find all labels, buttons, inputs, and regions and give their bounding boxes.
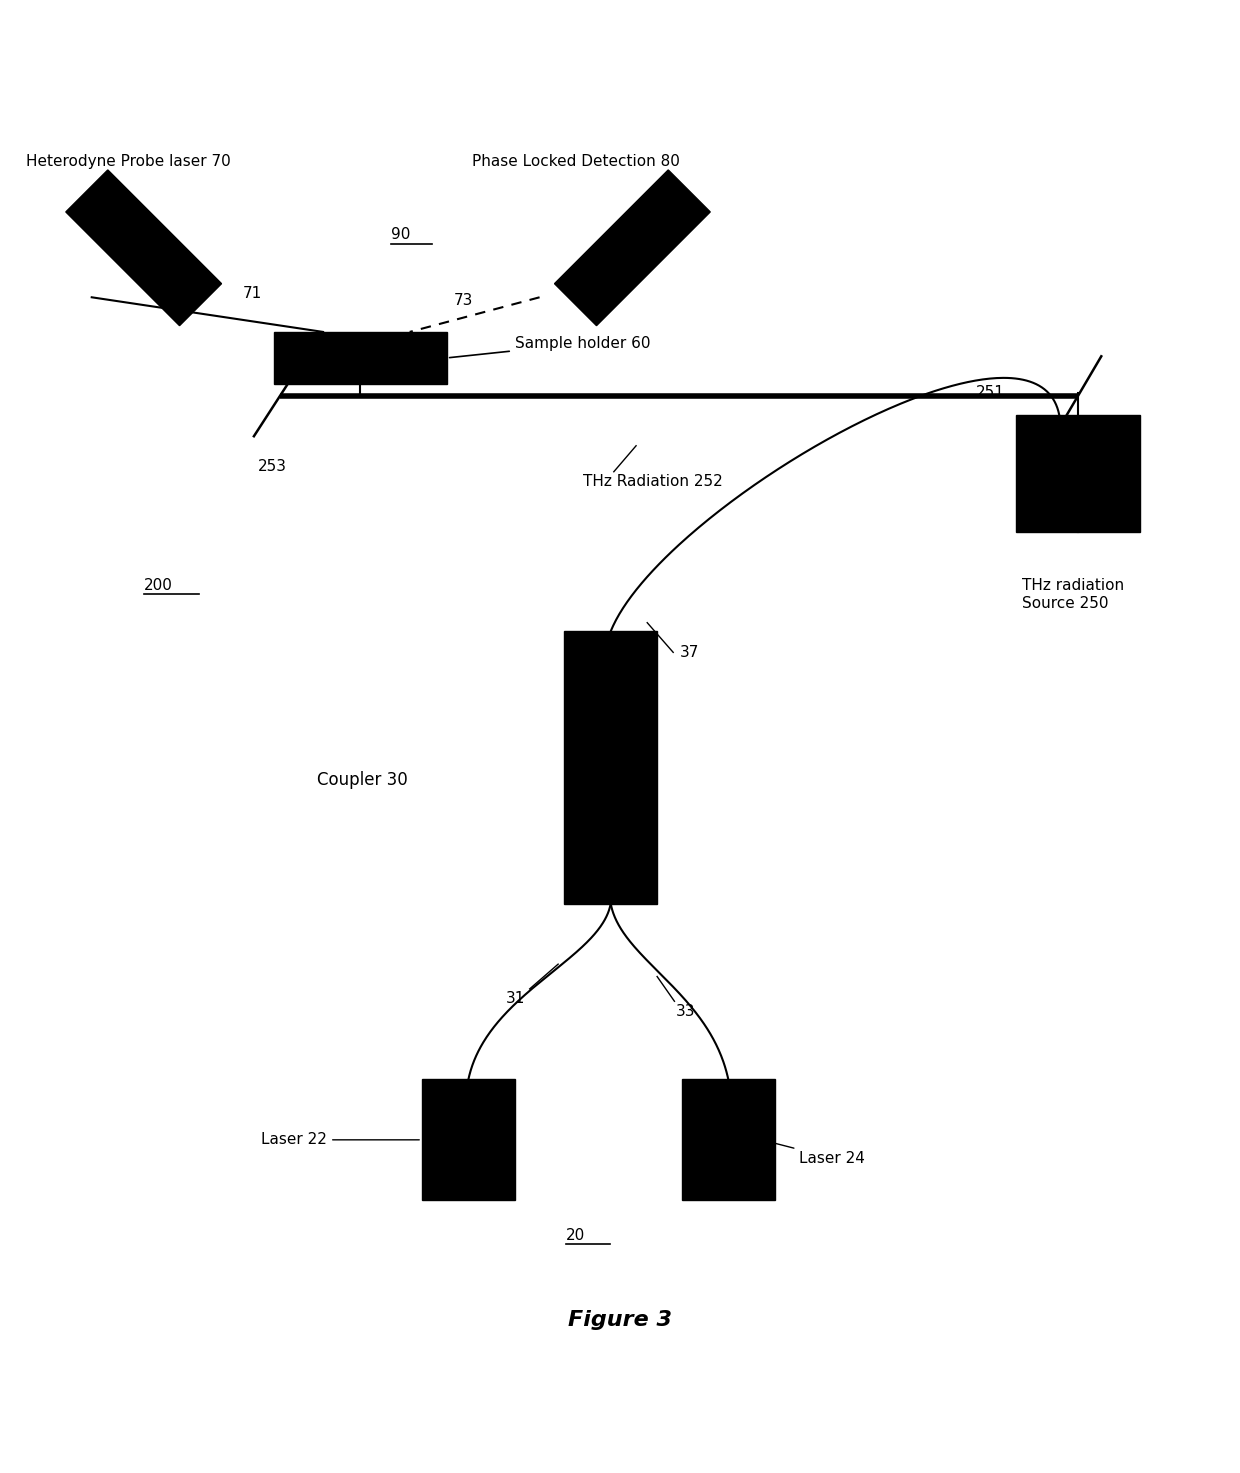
Text: Coupler 30: Coupler 30 (317, 770, 408, 790)
Text: THz radiation
Source 250: THz radiation Source 250 (1022, 577, 1125, 610)
FancyBboxPatch shape (682, 1080, 775, 1200)
FancyBboxPatch shape (564, 632, 657, 903)
Text: Laser 22: Laser 22 (262, 1133, 419, 1147)
Text: 20: 20 (565, 1227, 585, 1243)
Text: Figure 3: Figure 3 (568, 1311, 672, 1330)
Text: 31: 31 (506, 991, 526, 1006)
Text: 71: 71 (243, 286, 262, 300)
FancyBboxPatch shape (274, 331, 446, 384)
Text: Laser 24: Laser 24 (717, 1128, 866, 1165)
Text: 90: 90 (391, 227, 410, 242)
Text: 37: 37 (680, 645, 699, 660)
FancyBboxPatch shape (1016, 415, 1140, 532)
Text: 251: 251 (976, 384, 1006, 401)
Text: Phase Locked Detection 80: Phase Locked Detection 80 (471, 153, 680, 169)
Text: 200: 200 (144, 577, 172, 594)
Text: Heterodyne Probe laser 70: Heterodyne Probe laser 70 (26, 153, 231, 169)
Text: 253: 253 (258, 460, 286, 474)
Polygon shape (66, 169, 222, 326)
Text: 73: 73 (454, 293, 474, 308)
Text: THz Radiation 252: THz Radiation 252 (583, 474, 723, 489)
FancyBboxPatch shape (422, 1080, 515, 1200)
Text: Sample holder 60: Sample holder 60 (450, 336, 650, 358)
Text: 33: 33 (676, 1003, 696, 1019)
Polygon shape (554, 169, 711, 326)
